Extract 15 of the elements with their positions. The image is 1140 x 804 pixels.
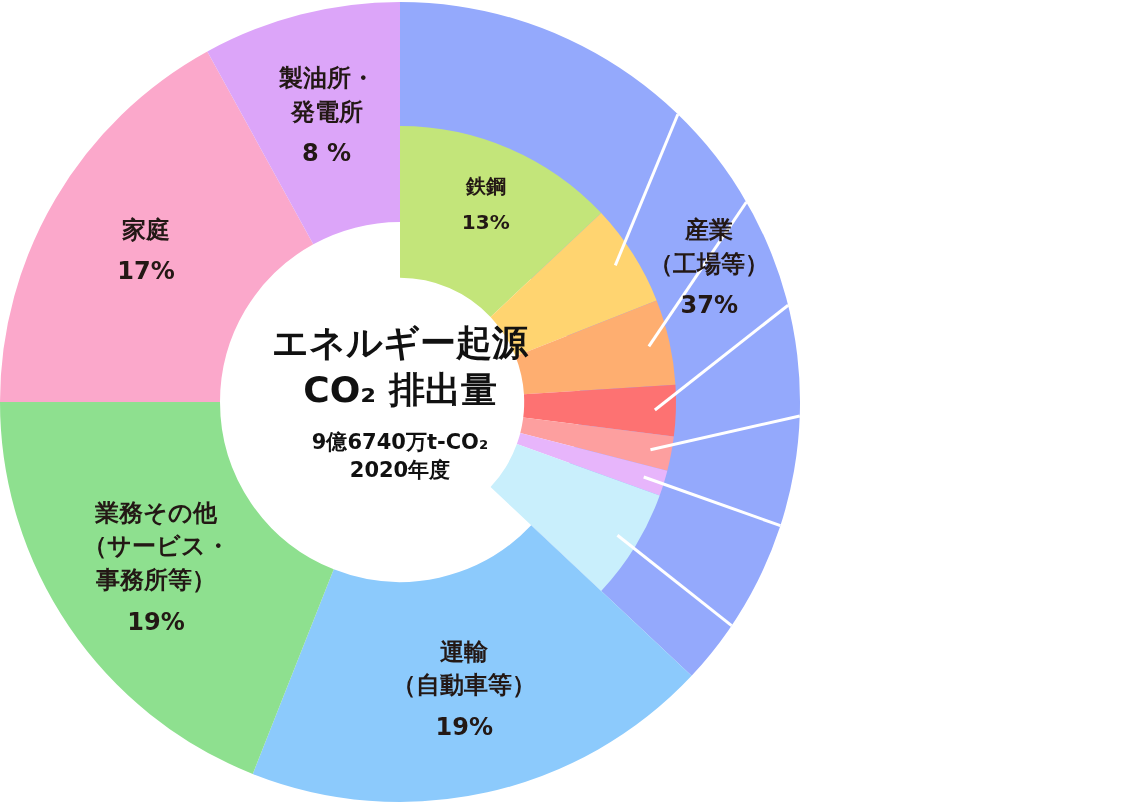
slice-label: 業務その他（サービス・事務所等）: [82, 497, 230, 596]
data-label: 13%: [460, 208, 511, 236]
data-label: 17%: [116, 256, 176, 288]
data-label: 8 %: [301, 138, 353, 170]
text: 9億6740万t-CO₂: [310, 428, 490, 456]
data-label: 37%: [679, 289, 739, 321]
slice-label: 鉄鋼: [465, 172, 506, 200]
slice-label: 産業（工場等）: [649, 214, 770, 280]
slice-label: 運輸（自動車等）: [392, 636, 537, 702]
data-label: 19%: [434, 711, 495, 743]
slice-label: 家庭: [122, 215, 171, 247]
slice-label: 製油所・発電所: [278, 62, 375, 128]
text: エネルギー起源CO₂ 排出量: [271, 321, 529, 412]
text: 2020年度: [348, 456, 452, 484]
data-label: 19%: [126, 606, 186, 638]
